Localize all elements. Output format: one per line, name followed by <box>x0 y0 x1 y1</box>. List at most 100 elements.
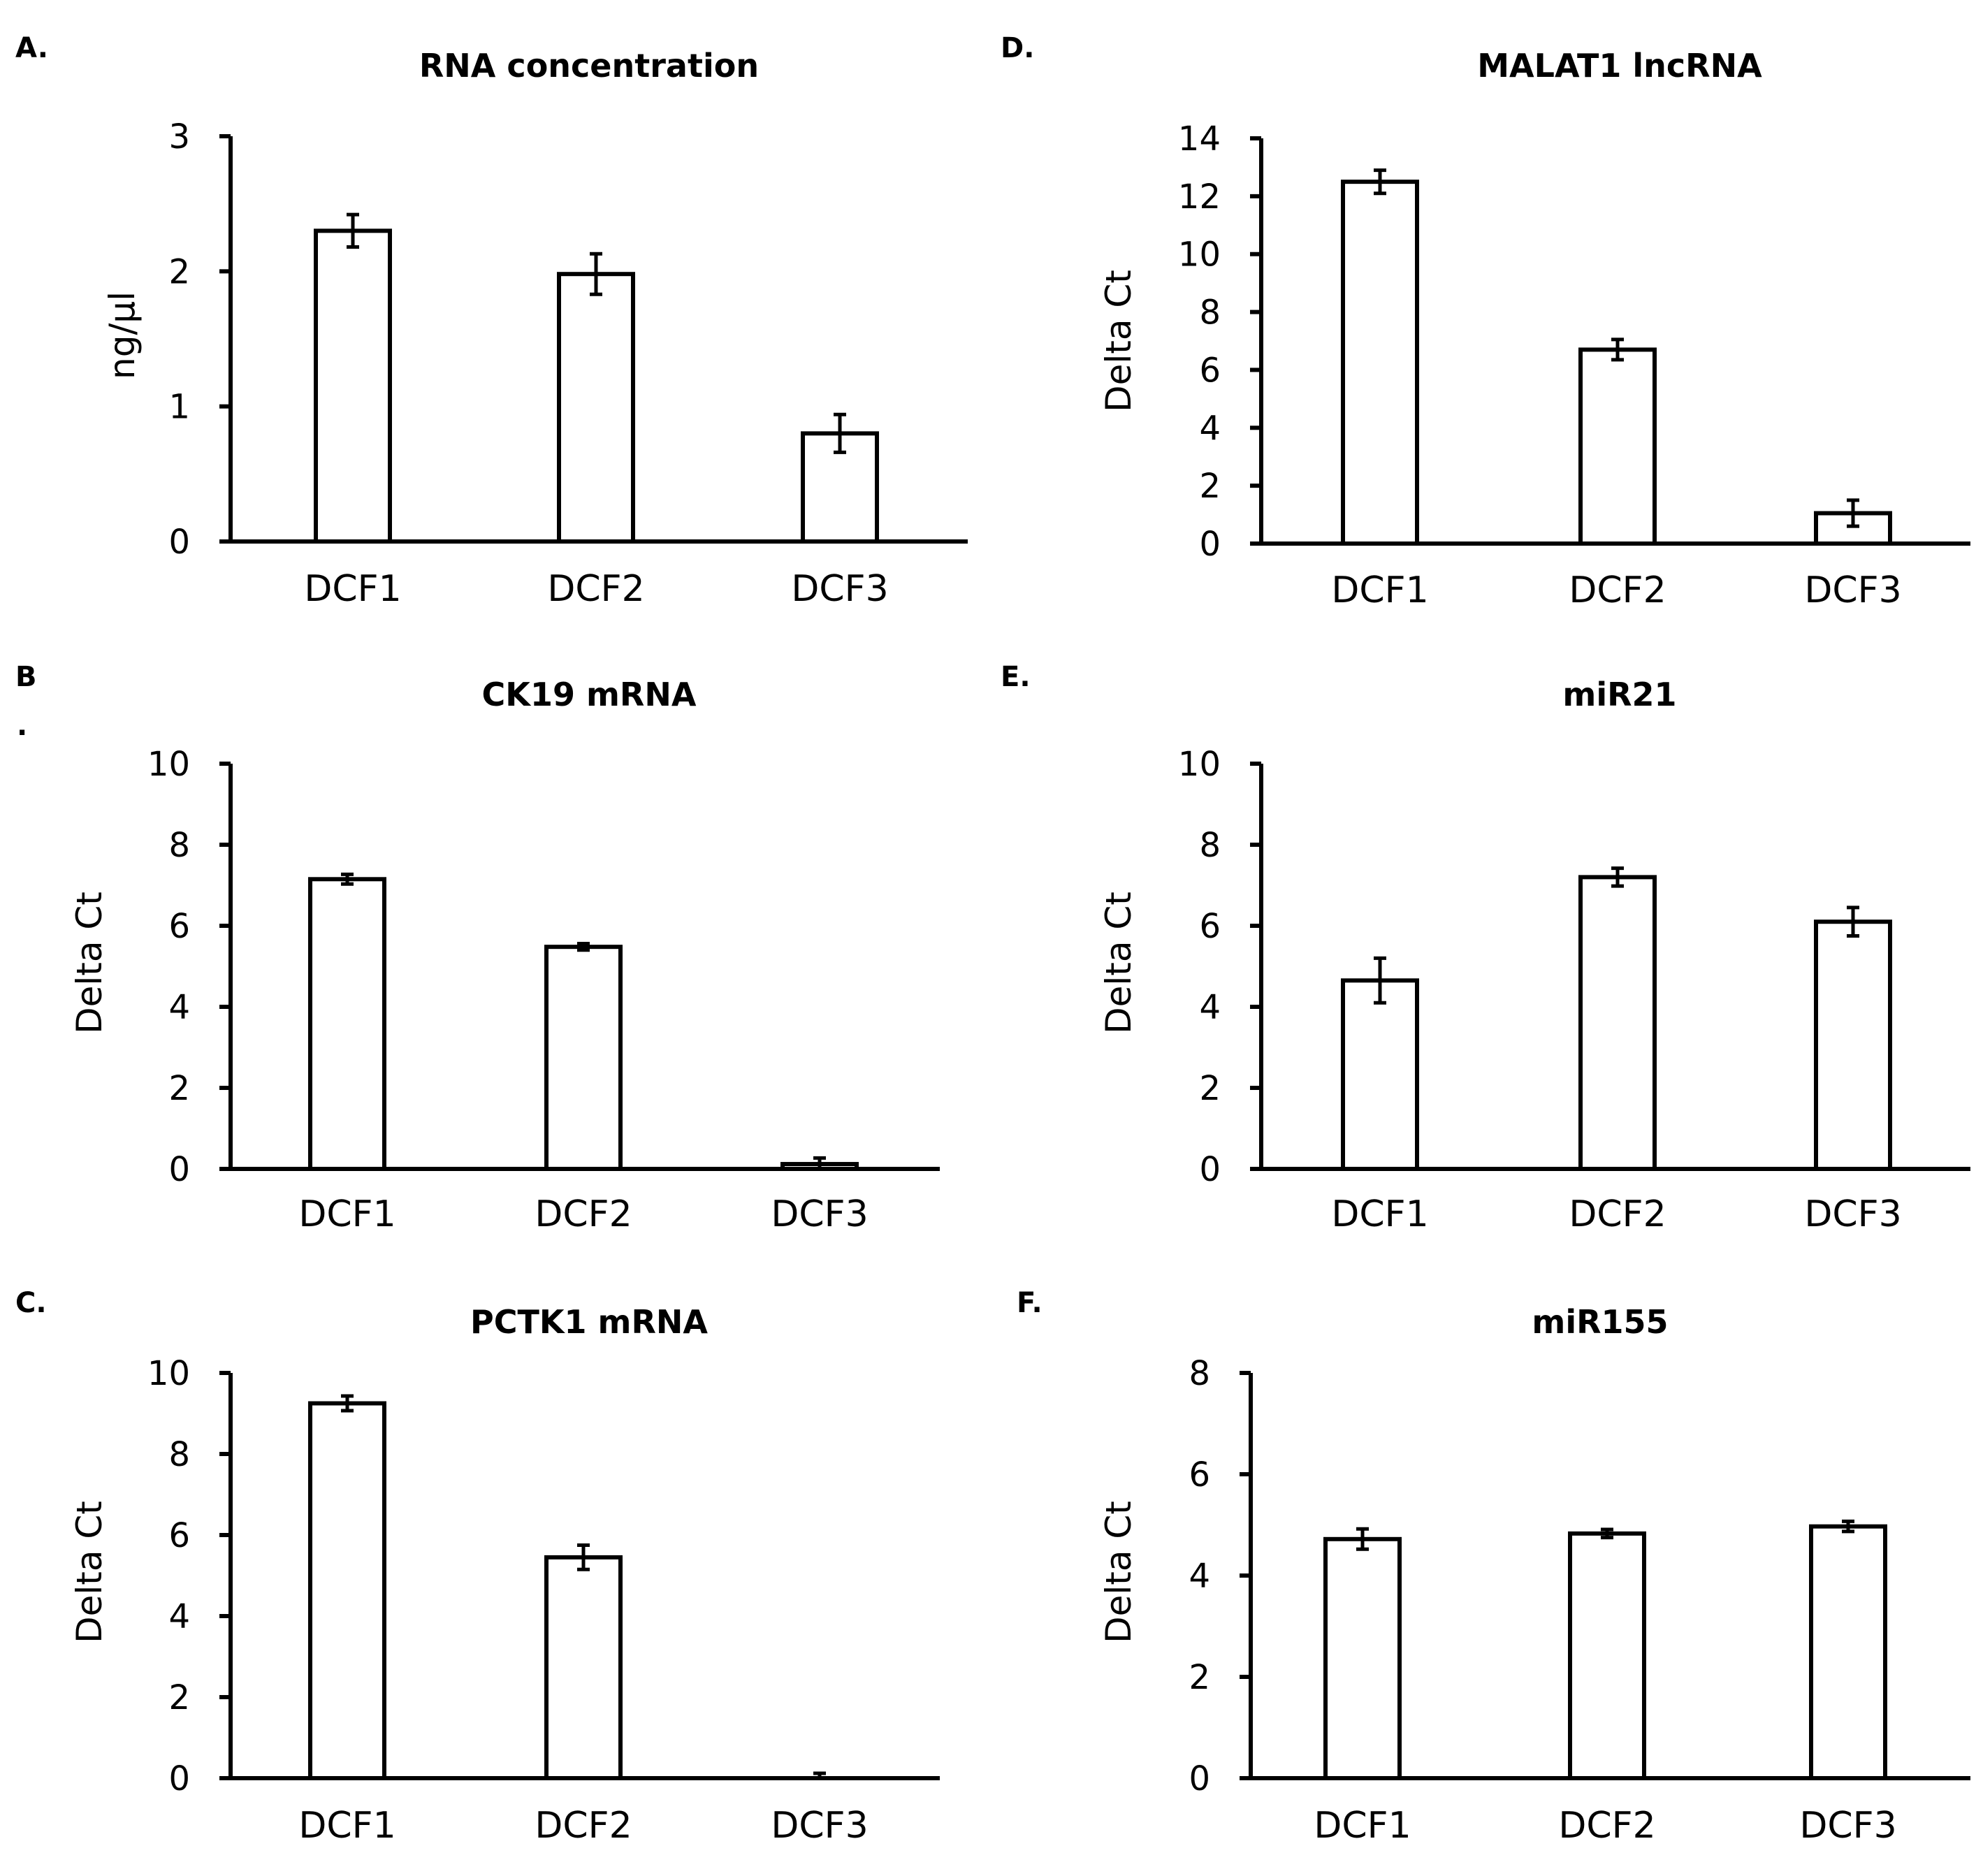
bar <box>544 945 623 1172</box>
y-tick-label: 12 <box>1178 177 1221 217</box>
x-tick-label: DCF2 <box>1569 1193 1666 1235</box>
chart-panel-f: F. miR155 Delta Ct DCF1 DCF2 DCF3 0 2 4 6 8 <box>1017 1287 1970 1847</box>
error-bar <box>834 412 846 454</box>
chart-title: miR21 <box>1562 676 1676 713</box>
y-tick-label: 10 <box>147 745 190 784</box>
x-tick-label: DCF2 <box>535 1805 632 1847</box>
y-tick-label: 8 <box>1199 826 1221 865</box>
y-tick-label: 14 <box>1178 119 1221 159</box>
bar <box>308 1401 386 1780</box>
x-tick-label: DCF3 <box>1804 569 1901 611</box>
y-tick-label: 4 <box>1199 988 1221 1027</box>
error-bar <box>1611 866 1624 888</box>
bar <box>314 228 392 544</box>
y-axis-label: ng/µl <box>102 291 143 379</box>
y-tick-label: 2 <box>1199 467 1221 506</box>
chart-title: PCTK1 mRNA <box>470 1303 708 1341</box>
x-tick-label: DCF2 <box>1558 1805 1655 1847</box>
bar <box>1341 180 1419 546</box>
y-tick-label: 6 <box>1199 907 1221 946</box>
y-tick-label: 0 <box>168 1759 190 1798</box>
y-axis-label: Delta Ct <box>1098 892 1139 1034</box>
x-tick-label: DCF1 <box>304 568 401 610</box>
chart-panel-d: D. MALAT1 lncRNA Delta Ct DCF1 DCF2 DCF3 0 2 4 6 8… <box>1001 32 1970 611</box>
bar <box>1578 347 1657 546</box>
y-tick-label: 0 <box>1199 1150 1221 1189</box>
y-tick-label: 2 <box>168 252 190 291</box>
y-tick-label: 8 <box>1199 293 1221 333</box>
y-tick-label: 4 <box>168 988 190 1027</box>
panel-label: A. <box>15 32 48 64</box>
x-tick-label: DCF3 <box>1804 1193 1901 1235</box>
y-tick-label: 10 <box>1178 745 1221 784</box>
error-bar <box>577 942 590 952</box>
y-tick-label: 6 <box>1199 351 1221 390</box>
y-tick-label: 2 <box>168 1678 190 1717</box>
error-bar <box>341 872 354 886</box>
y-tick-label: 6 <box>1189 1455 1210 1495</box>
bar <box>557 272 635 544</box>
x-tick-label: DCF1 <box>1331 569 1428 611</box>
bar <box>1578 875 1657 1172</box>
x-tick-label: DCF1 <box>298 1805 395 1847</box>
chart-title: RNA concentration <box>419 47 759 85</box>
bar <box>1814 919 1892 1171</box>
error-bar <box>1842 1519 1854 1534</box>
y-tick-label: 8 <box>168 826 190 865</box>
panel-label-extra: . <box>17 710 27 742</box>
y-tick-label: 8 <box>1189 1354 1210 1393</box>
y-tick-label: 4 <box>1189 1557 1210 1596</box>
error-bar <box>341 1394 354 1413</box>
panel-label: E. <box>1001 661 1031 693</box>
panel-label: C. <box>15 1287 47 1319</box>
error-bar <box>577 1543 590 1571</box>
x-tick-label: DCF2 <box>535 1193 632 1235</box>
y-tick-label: 0 <box>168 523 190 562</box>
chart-panel-a: A. RNA concentration ng/µl DCF1 DCF2 DCF3 0 1 2 3 <box>15 32 968 610</box>
y-tick-label: 2 <box>1199 1069 1221 1108</box>
error-bar <box>1847 906 1859 938</box>
chart-title: CK19 mRNA <box>482 676 697 713</box>
y-axis-label: Delta Ct <box>69 1501 110 1643</box>
error-bar <box>1611 337 1624 362</box>
y-tick-label: 10 <box>147 1354 190 1393</box>
chart-title: MALAT1 lncRNA <box>1477 47 1762 85</box>
y-tick-label: 0 <box>168 1150 190 1189</box>
y-tick-label: 4 <box>168 1597 190 1636</box>
y-tick-label: 8 <box>168 1435 190 1474</box>
error-bar <box>1374 168 1386 196</box>
x-tick-label: DCF2 <box>1569 569 1666 611</box>
y-tick-label: 10 <box>1178 235 1221 275</box>
y-tick-label: 0 <box>1189 1759 1210 1798</box>
y-axis-label: Delta Ct <box>69 892 110 1034</box>
error-bar <box>1356 1527 1369 1551</box>
y-tick-label: 3 <box>168 117 190 157</box>
x-tick-label: DCF1 <box>1331 1193 1428 1235</box>
chart-panel-b: B. CK19 mRNA Delta Ct DCF1 DCF2 DCF3 0 2 4 6 8 10 <box>15 661 940 1235</box>
y-axis-label: Delta Ct <box>1098 270 1139 412</box>
error-bar <box>1601 1527 1613 1540</box>
chart-panel-c: C. PCTK1 mRNA Delta Ct DCF1 DCF2 DCF3 0 2 4 6 8 10 <box>15 1287 940 1847</box>
chart-title: miR155 <box>1532 1303 1668 1341</box>
y-axis-label: Delta Ct <box>1098 1501 1139 1643</box>
x-tick-label: DCF3 <box>771 1193 868 1235</box>
error-bar <box>347 212 359 249</box>
bar <box>1809 1524 1887 1781</box>
chart-panel-e: E. miR21 Delta Ct DCF1 DCF2 DCF3 0 2 4 6 8 10 <box>1001 661 1970 1235</box>
panel-label: B <box>15 661 37 693</box>
y-tick-label: 1 <box>168 388 190 427</box>
bar <box>544 1555 623 1780</box>
error-bar <box>1374 956 1386 1005</box>
y-tick-label: 6 <box>168 1516 190 1555</box>
x-tick-label: DCF3 <box>1799 1805 1896 1847</box>
x-tick-label: DCF3 <box>771 1805 868 1847</box>
panel-label: D. <box>1001 32 1034 64</box>
y-tick-label: 2 <box>1189 1658 1210 1697</box>
bar <box>1341 978 1419 1172</box>
panel-label: F. <box>1017 1287 1043 1319</box>
x-tick-label: DCF1 <box>1314 1805 1411 1847</box>
x-tick-label: DCF2 <box>547 568 644 610</box>
y-tick-label: 4 <box>1199 409 1221 448</box>
y-tick-label: 0 <box>1199 525 1221 564</box>
